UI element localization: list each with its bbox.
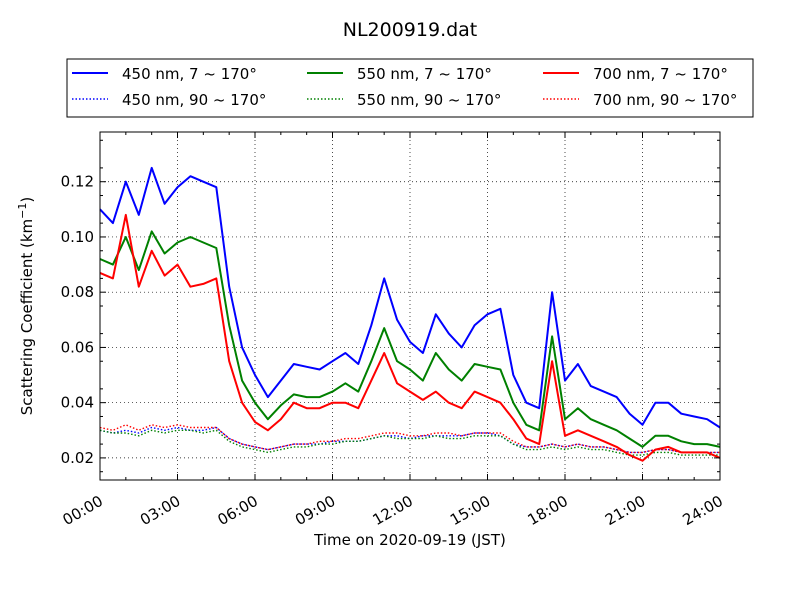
series-line [99,166,721,429]
grid [100,132,720,480]
ticks [99,132,721,480]
y-tick-label: 0.04 [61,394,94,412]
plot-area: 0.020.040.060.080.100.12 00:00 03:00 06:00… [60,131,726,529]
legend-label: 700 nm, 7 ~ 170° [593,65,728,83]
series-line [99,426,720,454]
legend-label: 450 nm, 7 ~ 170° [122,65,257,83]
y-axis-label-main: Scattering Coefficient (km [18,219,36,415]
y-tick-label: 0.08 [61,283,94,301]
series-line [99,230,721,448]
x-axis-label: Time on 2020-09-19 (JST) [313,531,506,549]
y-tick-label: 0.10 [61,228,94,246]
legend-label: 450 nm, 90 ~ 170° [122,91,266,109]
y-axis-label: Scattering Coefficient (km−1) [16,197,36,416]
legend-label: 550 nm, 90 ~ 170° [357,91,501,109]
y-tick-labels: 0.02 0.04 0.06 0.08 0.10 0.12 [61,173,94,467]
y-axis-label-unit-exponent: −1 [16,203,29,219]
series-line [99,429,720,456]
legend-label: 550 nm, 7 ~ 170° [357,65,492,83]
series-layer [99,166,721,462]
series-line [99,213,721,462]
legend-frame [66,58,754,118]
y-tick-label: 0.12 [61,173,94,191]
chart-title: NL200919.dat [343,19,478,41]
legend-label: 700 nm, 90 ~ 170° [593,91,737,109]
legend-items: 450 nm, 7 ~ 170° 450 nm, 90 ~ 170° 550 nm,… [72,65,737,109]
series-line [99,424,720,454]
y-tick-label: 0.06 [61,338,94,356]
y-axis-label-close: ) [18,197,36,203]
plot-frame [100,132,720,480]
y-tick-label: 0.02 [61,449,94,467]
legend: 450 nm, 7 ~ 170° 450 nm, 90 ~ 170° 550 nm,… [66,58,754,118]
